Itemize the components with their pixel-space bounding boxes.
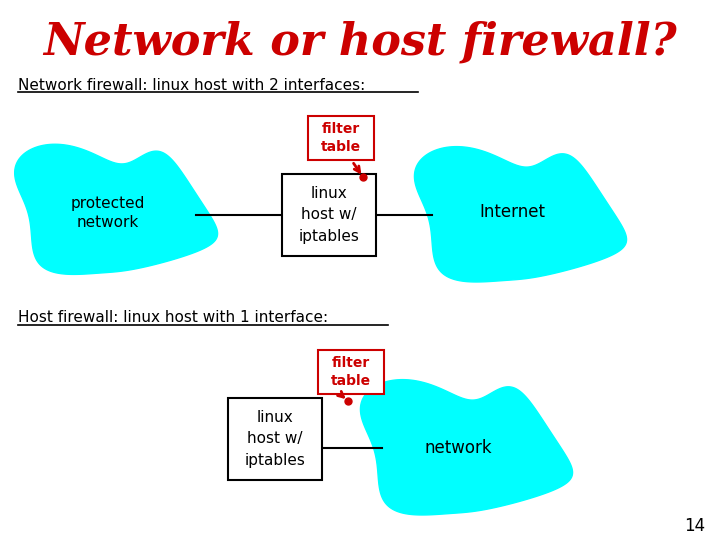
Text: linux: linux <box>256 410 293 426</box>
Text: host w/: host w/ <box>301 207 356 222</box>
Text: Network firewall: linux host with 2 interfaces:: Network firewall: linux host with 2 inte… <box>18 78 365 92</box>
Text: linux: linux <box>310 186 347 201</box>
FancyBboxPatch shape <box>228 398 322 480</box>
Text: Host firewall: linux host with 1 interface:: Host firewall: linux host with 1 interfa… <box>18 310 328 326</box>
FancyBboxPatch shape <box>282 174 376 256</box>
Text: table: table <box>321 140 361 154</box>
Polygon shape <box>415 147 626 282</box>
Text: table: table <box>331 374 371 388</box>
Text: filter: filter <box>322 122 360 136</box>
Text: network: network <box>424 439 492 457</box>
Text: Internet: Internet <box>479 203 545 221</box>
Text: filter: filter <box>332 356 370 370</box>
Text: Network or host firewall?: Network or host firewall? <box>43 21 677 64</box>
FancyBboxPatch shape <box>318 350 384 394</box>
Text: iptables: iptables <box>245 453 305 468</box>
FancyBboxPatch shape <box>308 116 374 160</box>
Text: host w/: host w/ <box>247 431 302 447</box>
Text: 14: 14 <box>684 517 705 535</box>
Polygon shape <box>14 144 217 274</box>
Polygon shape <box>361 380 572 515</box>
Text: iptables: iptables <box>299 228 359 244</box>
Text: protected
network: protected network <box>71 195 145 231</box>
